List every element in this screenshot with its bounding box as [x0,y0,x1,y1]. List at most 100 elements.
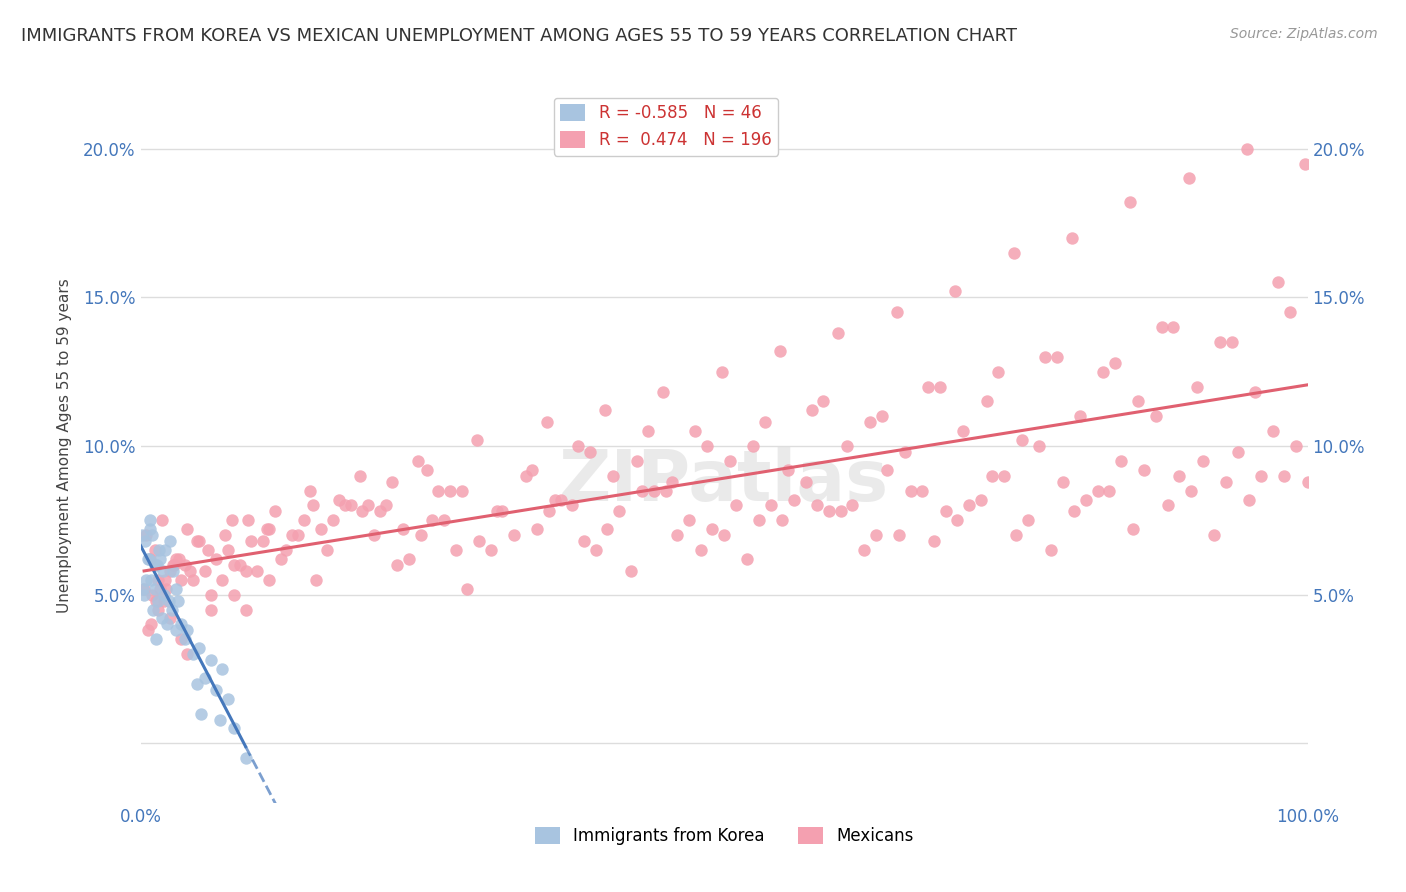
Point [702,522,724,536]
Point [146,558,169,572]
Point [349,468,371,483]
Point [935,504,957,518]
Point [174,632,197,647]
Point [503,528,526,542]
Point [778,463,800,477]
Point [929,379,952,393]
Point [772,513,794,527]
Point [886,305,908,319]
Point [197,543,219,558]
Point [235,602,257,616]
Point [141,588,163,602]
Point [1239,492,1261,507]
Point [194,564,217,578]
Point [217,543,239,558]
Point [200,588,222,602]
Point [257,522,280,536]
Point [143,543,166,558]
Point [1104,356,1126,370]
Point [135,528,157,542]
Point [1028,439,1050,453]
Point [162,558,184,572]
Point [149,552,172,566]
Point [221,513,243,527]
Point [689,543,711,558]
Text: ZIPatlas: ZIPatlas [560,447,889,516]
Point [620,564,643,578]
Point [1063,504,1085,518]
Point [889,528,911,542]
Point [153,593,176,607]
Point [287,528,309,542]
Point [957,499,980,513]
Point [229,558,252,572]
Point [830,504,852,518]
Point [1074,492,1097,507]
Point [408,454,430,468]
Point [1220,334,1243,349]
Point [853,543,876,558]
Point [155,582,177,596]
Point [718,454,741,468]
Point [387,558,409,572]
Point [276,543,298,558]
Point [1052,475,1074,489]
Point [655,483,678,498]
Point [465,433,488,447]
Point [256,522,278,536]
Point [159,564,181,578]
Point [305,573,328,587]
Point [485,504,508,518]
Point [520,463,543,477]
Point [468,534,491,549]
Point [859,415,882,429]
Point [987,365,1010,379]
Point [132,588,155,602]
Point [352,504,374,518]
Point [153,588,176,602]
Point [1122,522,1144,536]
Point [222,558,245,572]
Point [976,394,998,409]
Point [194,671,217,685]
Point [538,504,561,518]
Point [567,439,589,453]
Point [439,483,461,498]
Point [1215,475,1237,489]
Point [302,499,325,513]
Point [181,647,204,661]
Point [602,468,624,483]
Point [713,528,735,542]
Point [222,588,245,602]
Point [263,504,285,518]
Point [900,483,922,498]
Point [357,499,380,513]
Point [409,528,432,542]
Point [759,499,782,513]
Point [150,513,173,527]
Legend: Immigrants from Korea, Mexicans: Immigrants from Korea, Mexicans [529,820,920,852]
Point [818,504,841,518]
Point [631,483,654,498]
Point [626,454,648,468]
Point [593,403,616,417]
Point [132,582,155,596]
Point [1039,543,1062,558]
Point [145,632,167,647]
Point [135,573,157,587]
Point [142,602,165,616]
Point [800,403,823,417]
Point [1109,454,1132,468]
Point [652,385,675,400]
Point [433,513,456,527]
Point [174,558,197,572]
Point [683,424,706,438]
Point [214,528,236,542]
Point [993,468,1015,483]
Point [392,522,415,536]
Point [240,534,263,549]
Point [139,617,162,632]
Point [160,602,183,616]
Point [1226,445,1249,459]
Point [205,682,228,697]
